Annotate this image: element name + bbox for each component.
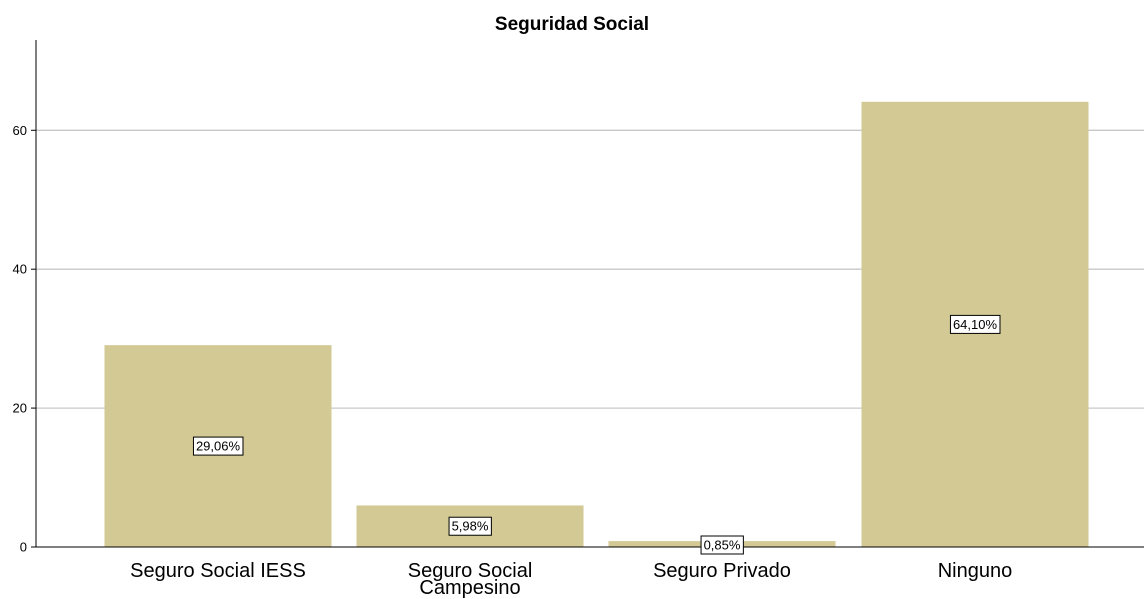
data-label-box: [949, 314, 1001, 334]
y-tick-labels: 0 20 40 60: [13, 123, 27, 555]
x-tick-labels: Seguro Social IESS Seguro Social Campesino…: [130, 560, 1012, 599]
data-label-text: 29,06%: [196, 439, 241, 454]
data-labels: 29,06% 5,98% 0,85% 64,10%: [192, 314, 1001, 555]
data-label: 64,10%: [949, 314, 1001, 334]
y-tick-label: 40: [13, 262, 27, 277]
bars: [104, 101, 1089, 548]
axes: [31, 40, 1144, 548]
chart-title: Seguridad Social: [494, 14, 650, 35]
data-label-text: 5,98%: [452, 519, 489, 534]
data-label: 5,98%: [448, 516, 492, 536]
x-tick-label: Seguro Social IESS: [130, 560, 306, 582]
x-tick-label: Seguro Privado: [653, 560, 791, 582]
data-label-text: 64,10%: [953, 317, 998, 332]
y-tick-label: 60: [13, 123, 27, 138]
data-label-text: 0,85%: [704, 538, 741, 553]
data-label-box: [448, 516, 492, 536]
x-tick-label: Ninguno: [938, 560, 1013, 582]
data-label: 29,06%: [192, 436, 244, 456]
data-label-box: [192, 436, 244, 456]
data-label-box: [700, 535, 744, 555]
x-tick-label: Seguro Social Campesino: [408, 560, 533, 599]
y-tick-label: 20: [13, 401, 27, 416]
y-tick-label: 0: [20, 540, 27, 555]
data-label: 0,85%: [700, 535, 744, 555]
